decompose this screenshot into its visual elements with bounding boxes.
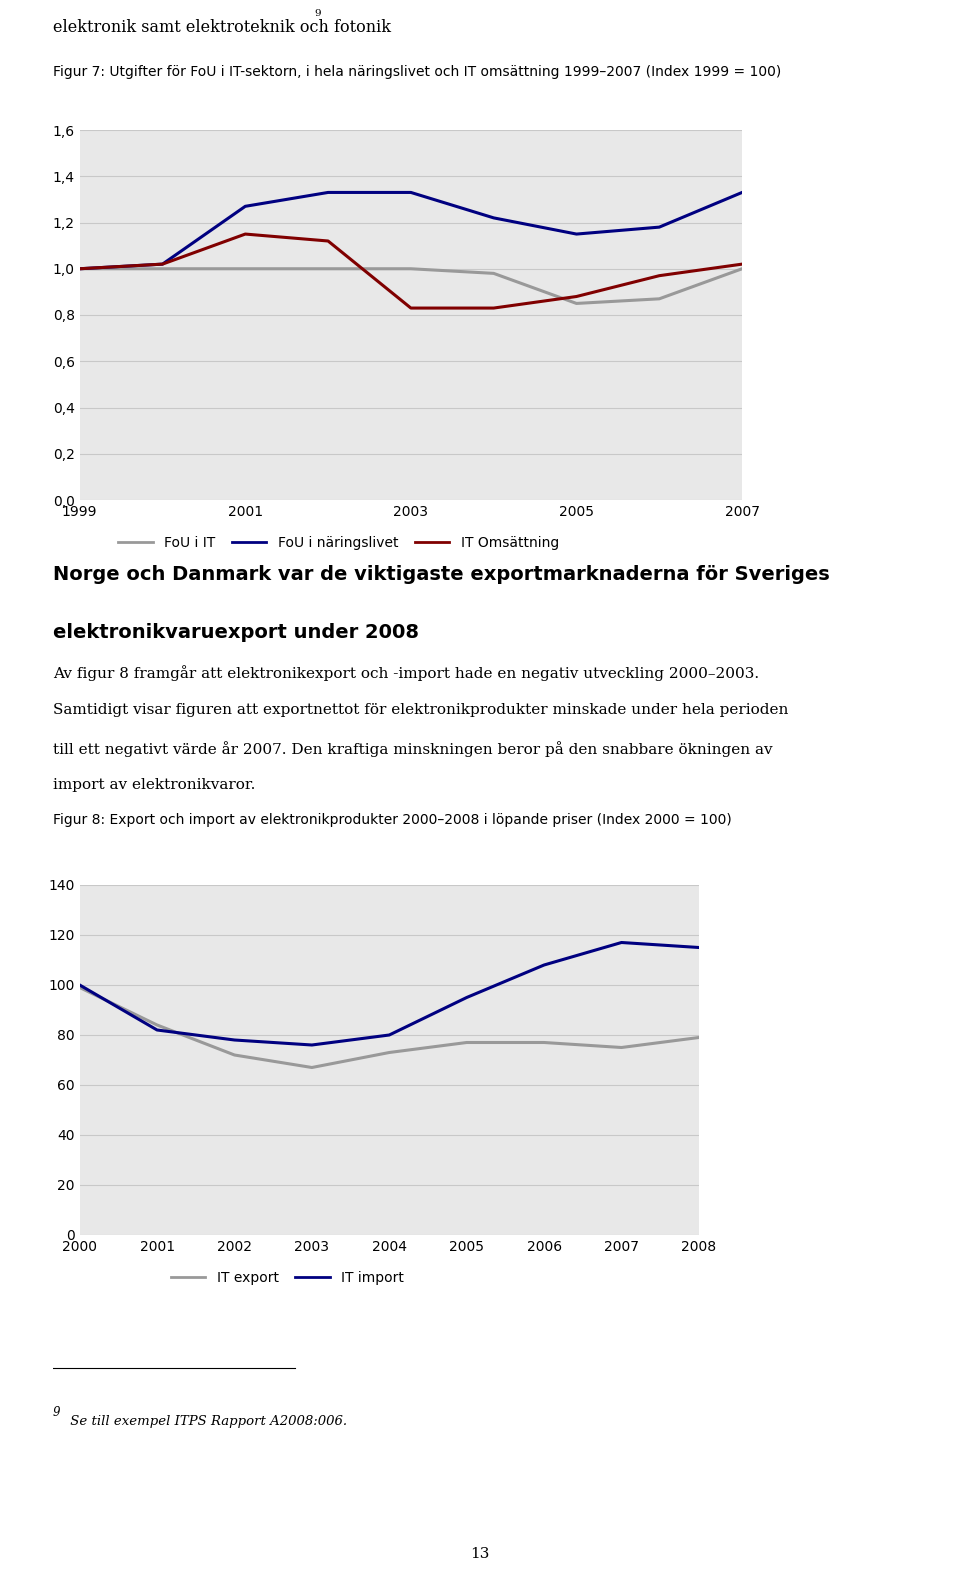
Text: Norge och Danmark var de viktigaste exportmarknaderna för Sveriges: Norge och Danmark var de viktigaste expo… [53, 565, 829, 584]
Text: .: . [323, 19, 327, 36]
Text: Figur 8: Export och import av elektronikprodukter 2000–2008 i löpande priser (In: Figur 8: Export och import av elektronik… [53, 813, 732, 827]
Text: elektronikvaruexport under 2008: elektronikvaruexport under 2008 [53, 623, 419, 642]
Text: 9: 9 [53, 1406, 60, 1419]
Text: Samtidigt visar figuren att exportnettot för elektronikprodukter minskade under : Samtidigt visar figuren att exportnettot… [53, 702, 788, 717]
Legend: IT export, IT import: IT export, IT import [165, 1266, 410, 1291]
Legend: FoU i IT, FoU i näringslivet, IT Omsättning: FoU i IT, FoU i näringslivet, IT Omsättn… [112, 530, 564, 555]
Text: import av elektronikvaror.: import av elektronikvaror. [53, 778, 255, 793]
Text: Figur 7: Utgifter för FoU i IT-sektorn, i hela näringslivet och IT omsättning 19: Figur 7: Utgifter för FoU i IT-sektorn, … [53, 65, 781, 79]
Text: 9: 9 [315, 9, 322, 19]
Text: 13: 13 [470, 1547, 490, 1561]
Text: Se till exempel ITPS Rapport A2008:006.: Se till exempel ITPS Rapport A2008:006. [66, 1416, 348, 1429]
Text: elektronik samt elektroteknik och fotonik: elektronik samt elektroteknik och fotoni… [53, 19, 391, 36]
Text: till ett negativt värde år 2007. Den kraftiga minskningen beror på den snabbare : till ett negativt värde år 2007. Den kra… [53, 740, 773, 756]
Text: Av figur 8 framgår att elektronikexport och -import hade en negativ utveckling 2: Av figur 8 framgår att elektronikexport … [53, 666, 759, 682]
